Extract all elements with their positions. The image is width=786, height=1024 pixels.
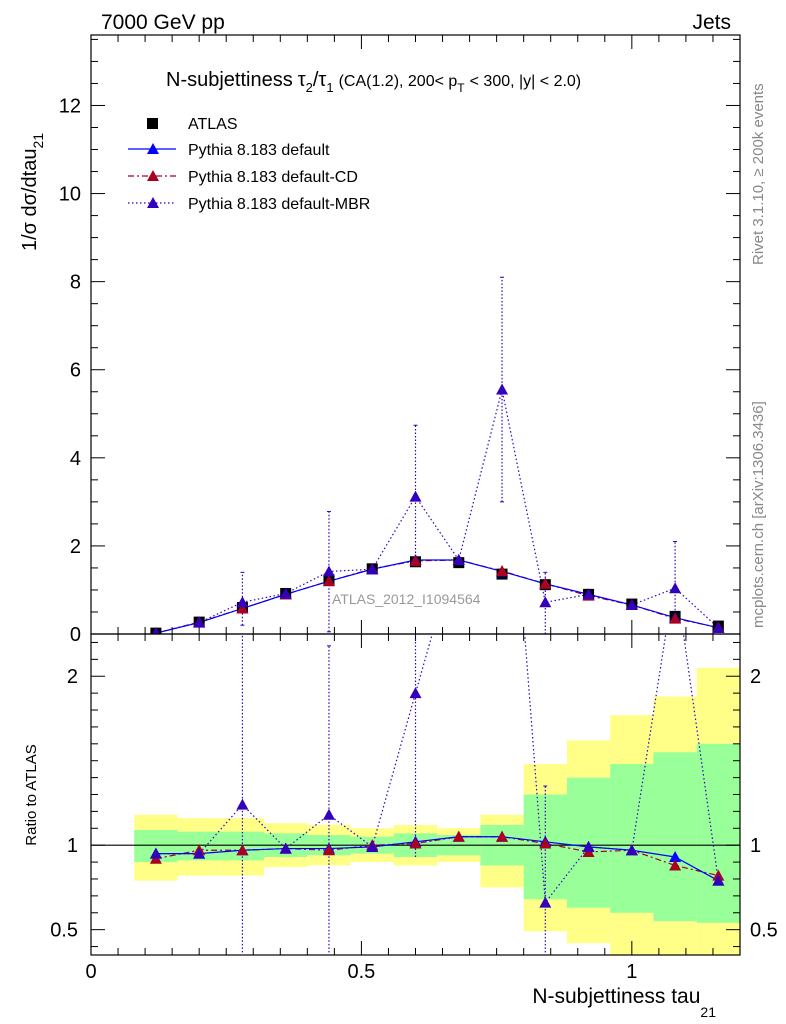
analysis-watermark: ATLAS_2012_I1094564 — [332, 591, 481, 607]
cd-ratio-point — [452, 830, 465, 842]
cd-ratio-point — [409, 837, 422, 849]
mbr-ratio-point — [322, 808, 335, 820]
mbr-point — [409, 490, 422, 502]
top-y-tick-label: 8 — [70, 272, 81, 294]
x-tick-label: 0.5 — [348, 961, 376, 983]
legend-marker-cd — [147, 170, 159, 181]
mbr-ratio-point — [496, 332, 508, 343]
mbr-point — [279, 587, 292, 599]
mcplots-label: mcplots.cern.ch [arXiv:1306.3436] — [750, 401, 767, 628]
bottom-y-tick-label-right: 1 — [750, 835, 761, 857]
mbr-point — [366, 563, 379, 575]
mbr-point — [712, 621, 725, 633]
bottom-y-axis: 0.5 0.5 1 1 2 2 — [50, 641, 778, 948]
mbr-ratio-point — [149, 847, 162, 859]
legend-marker-default — [147, 143, 159, 154]
default-line — [155, 559, 719, 634]
cd-ratio-point — [496, 830, 509, 842]
bottom-y-tick-label: 1 — [67, 835, 78, 857]
legend-label-mbr: Pythia 8.183 default-MBR — [188, 196, 370, 213]
mbr-ratio-point — [279, 842, 292, 854]
top-y-tick-label: 6 — [70, 360, 81, 382]
mbr-ratio-point — [712, 874, 725, 886]
legend: ATLAS Pythia 8.183 default Pythia 8.183 … — [128, 116, 370, 213]
mbr-ratio-point — [366, 840, 379, 852]
mbr-ratio-point — [453, 535, 465, 546]
top-y-tick-label: 10 — [59, 184, 81, 206]
x-tick-label: 1 — [626, 961, 637, 983]
top-y-axis-label: 1/σ dσ/dtau21 — [19, 133, 46, 251]
cd-ratio-point — [539, 837, 552, 849]
mbr-point — [193, 616, 206, 628]
top-panel: 0 2 4 6 8 10 12 1/σ dσ/dtau21 N-subjettiness τ2… — [19, 34, 741, 646]
mbr-point — [496, 383, 509, 395]
cd-point — [322, 575, 335, 587]
top-y-tick-label: 2 — [70, 536, 81, 558]
energy-label: 7000 GeV pp — [101, 11, 225, 34]
cd-point — [539, 577, 552, 589]
cd-point — [496, 565, 509, 577]
mbr-point — [669, 582, 682, 594]
default-ratio-line — [155, 836, 719, 882]
bottom-y-tick-label: 0.5 — [50, 920, 78, 942]
top-y-tick-label: 0 — [70, 624, 81, 646]
mbr-ratio-point — [236, 798, 249, 810]
band-inner — [696, 743, 740, 923]
default-ratio-point — [669, 851, 682, 863]
top-y-tick-label: 4 — [70, 448, 81, 470]
mbr-ratio-point — [625, 844, 638, 856]
chart-title: N-subjettiness τ2/τ1 (CA(1.2), 200< pT < 30… — [166, 69, 581, 95]
band-inner — [610, 764, 654, 913]
cd-ratio-point — [236, 844, 249, 856]
cd-ratio-point — [322, 844, 335, 856]
bottom-panel: 0.5 0.5 1 1 2 2 0 0.5 1 Ratio to ATLAS N-subjet… — [23, 332, 778, 1020]
mbr-point — [625, 598, 638, 610]
mbr-ratio-point — [582, 840, 595, 852]
cd-point — [409, 554, 422, 566]
mbr-point — [152, 627, 160, 634]
bottom-y-tick-label-right: 0.5 — [750, 920, 778, 942]
bottom-y-tick-label-right: 2 — [750, 666, 761, 688]
top-y-axis: 0 2 4 6 8 10 12 — [59, 35, 741, 646]
legend-label-cd: Pythia 8.183 default-CD — [188, 169, 358, 186]
legend-label-atlas: ATLAS — [188, 116, 238, 133]
mbr-ratio-point — [539, 896, 552, 908]
bottom-y-tick-label: 2 — [67, 666, 78, 688]
mbr-ratio-point — [193, 847, 206, 859]
legend-marker-atlas — [147, 118, 158, 129]
mbr-point — [582, 588, 595, 600]
x-axis-label: N-subjettiness tau21 — [532, 985, 716, 1020]
mbr-ratio-point — [409, 687, 422, 699]
cd-ratio-point — [669, 859, 682, 871]
x-tick-label: 0 — [85, 961, 96, 983]
band-inner — [653, 752, 697, 922]
cd-point — [669, 612, 682, 624]
mbr-point — [322, 565, 335, 577]
cd-point — [236, 602, 249, 614]
legend-marker-mbr — [147, 197, 159, 208]
mbr-point — [452, 554, 465, 566]
mbr-point — [539, 596, 552, 608]
rivet-label: Rivet 3.1.10, ≥ 200k events — [750, 83, 767, 265]
legend-label-default: Pythia 8.183 default — [188, 142, 330, 159]
bottom-y-axis-label: Ratio to ATLAS — [23, 744, 40, 845]
jets-label: Jets — [692, 11, 731, 34]
mbr-point — [236, 596, 249, 608]
top-y-tick-label: 12 — [59, 95, 81, 117]
